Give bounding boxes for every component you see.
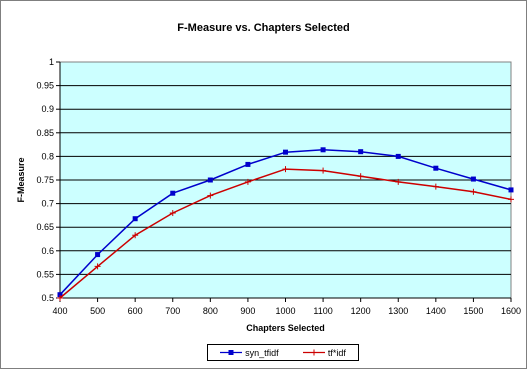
x-tick-label: 1600 <box>501 306 521 316</box>
data-point <box>395 153 401 159</box>
y-tick-label: 0.85 <box>36 128 54 138</box>
x-tick-label: 800 <box>203 306 218 316</box>
data-point <box>320 147 326 153</box>
legend-item-series-1: tf*idf <box>302 347 346 358</box>
legend-label-series-1: tf*idf <box>327 347 346 358</box>
x-axis-ticks: 400 500 600 700 800 900 1000 1100 1200 1300 1400 15… <box>52 62 521 316</box>
legend-swatch-series-0 <box>220 350 243 355</box>
y-tick-label: 0.55 <box>36 269 54 279</box>
series-0 <box>57 147 514 298</box>
data-point <box>282 166 289 173</box>
data-point <box>170 190 176 196</box>
chart-title: F-Measure vs. Chapters Selected <box>177 22 350 34</box>
data-point <box>95 252 101 258</box>
legend: syn_tfidf tf*idf <box>207 344 359 361</box>
y-tick-label: 0.8 <box>41 151 54 161</box>
data-point <box>207 192 214 199</box>
data-point <box>283 149 288 155</box>
y-tick-label: 0.75 <box>36 175 54 185</box>
y-tick-label: 0.95 <box>36 81 54 91</box>
legend-item-series-0: syn_tfidf <box>220 348 279 358</box>
data-point <box>508 187 514 193</box>
x-tick-label: 1100 <box>313 306 332 316</box>
x-tick-label: 1500 <box>463 306 483 316</box>
data-point <box>132 216 138 222</box>
y-axis-ticks: 0.5 0.55 0.6 0.65 0.7 0.75 0.8 0.85 0.9 0.95 1 <box>36 57 60 303</box>
legend-swatch-series-1 <box>302 349 325 356</box>
y-tick-label: 0.9 <box>41 104 54 114</box>
data-point <box>395 178 402 185</box>
y-tick-label: 1 <box>49 57 54 67</box>
data-point <box>508 196 514 203</box>
x-tick-label: 1300 <box>388 306 408 316</box>
y-tick-label: 0.6 <box>41 246 54 256</box>
data-point <box>245 161 251 167</box>
x-tick-label: 700 <box>165 306 180 316</box>
y-tick-label: 0.7 <box>41 199 54 209</box>
x-tick-label: 500 <box>90 306 105 316</box>
data-point <box>320 167 327 174</box>
x-tick-label: 1200 <box>351 306 371 316</box>
data-point <box>207 177 213 183</box>
x-tick-label: 900 <box>240 306 255 316</box>
y-axis-label: F-Measure <box>16 157 26 202</box>
data-point <box>470 188 477 195</box>
y-tick-label: 0.5 <box>41 293 54 303</box>
data-point <box>57 292 63 298</box>
x-tick-label: 600 <box>128 306 143 316</box>
data-point <box>433 165 439 171</box>
data-point <box>357 173 364 180</box>
x-tick-label: 1000 <box>275 306 295 316</box>
series-1 <box>57 166 514 301</box>
x-tick-label: 1400 <box>426 306 446 316</box>
series-layer <box>57 147 514 301</box>
gridlines <box>60 85 511 275</box>
data-point <box>432 183 439 190</box>
data-point <box>57 295 63 301</box>
y-tick-label: 0.65 <box>36 222 54 232</box>
x-axis-label: Chapters Selected <box>246 323 325 333</box>
data-point <box>169 210 176 217</box>
data-point <box>358 149 364 155</box>
legend-label-series-0: syn_tfidf <box>245 347 279 358</box>
data-point <box>244 178 251 185</box>
data-point <box>132 232 139 239</box>
data-point <box>470 176 476 182</box>
x-tick-label: 400 <box>52 306 67 316</box>
data-point <box>94 263 101 270</box>
